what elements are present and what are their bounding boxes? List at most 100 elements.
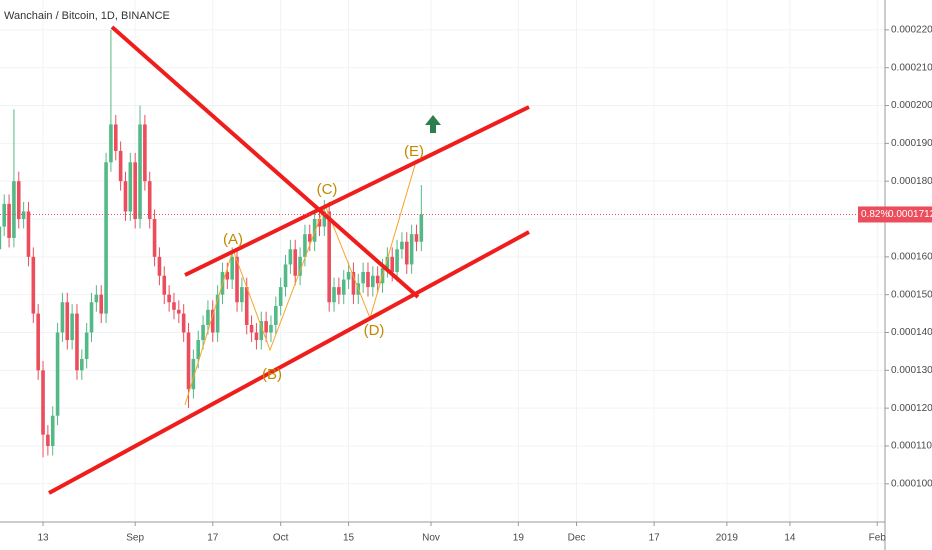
- wave-label: (B): [262, 366, 282, 383]
- candle-body: [133, 162, 137, 220]
- candle-body: [191, 358, 196, 390]
- candle-body: [371, 275, 375, 288]
- candle-body: [269, 324, 273, 333]
- candle-body: [113, 124, 118, 151]
- candle-body: [404, 241, 409, 265]
- candle-body: [46, 434, 50, 446]
- x-tick-label: 14: [784, 533, 796, 544]
- candle-body: [346, 271, 351, 280]
- candle-body: [99, 294, 104, 314]
- candle-body: [75, 313, 79, 371]
- candle-body: [307, 234, 312, 242]
- candle-body: [109, 124, 113, 163]
- candle-body: [337, 287, 341, 295]
- candle-body: [157, 256, 162, 276]
- candle-body: [84, 332, 89, 359]
- candle-body: [293, 249, 298, 276]
- x-tick-label: 17: [649, 533, 661, 544]
- x-tick-label: 2019: [716, 533, 739, 544]
- candle-body: [172, 302, 176, 310]
- candle-body: [254, 332, 259, 341]
- candle-body: [167, 294, 171, 303]
- last-price-tag: [858, 206, 932, 223]
- x-tick-label: Nov: [422, 533, 440, 544]
- candle-body: [244, 287, 249, 325]
- candle-body: [332, 287, 336, 303]
- y-tick-label: 0.0002200: [891, 25, 932, 36]
- candle-body: [322, 211, 327, 227]
- candle-body: [264, 321, 268, 333]
- candle-body: [104, 162, 108, 314]
- candle-body: [400, 241, 404, 250]
- candle-body: [55, 332, 60, 416]
- candle-body: [181, 313, 186, 333]
- candle-body: [351, 271, 356, 295]
- candle-body: [41, 370, 45, 435]
- candle-body: [278, 287, 283, 307]
- x-tick-label: 19: [513, 533, 525, 544]
- candle-body: [327, 211, 331, 303]
- candle-body: [240, 287, 244, 303]
- candle-body: [2, 203, 7, 227]
- candle-body: [206, 309, 210, 325]
- candle-body: [70, 313, 74, 341]
- candle-body: [186, 332, 191, 390]
- candle-body: [36, 313, 40, 371]
- chart-title: Wanchain / Bitcoin, 1D, BINANCE: [4, 10, 170, 22]
- candle-body: [288, 249, 293, 265]
- trend-line: [110, 25, 420, 299]
- candle-body: [366, 271, 370, 288]
- candle-body: [12, 181, 16, 238]
- candle-body: [230, 256, 234, 280]
- candle-body: [26, 211, 31, 257]
- candle-body: [419, 214, 424, 242]
- x-tick-label: Sep: [126, 533, 144, 544]
- candle-body: [143, 124, 147, 182]
- x-tick-label: Oct: [273, 533, 289, 544]
- candle-body: [177, 309, 181, 314]
- candle-body: [298, 256, 302, 276]
- candle-body: [31, 256, 36, 314]
- candle-body: [196, 340, 201, 359]
- candle-body: [274, 306, 278, 325]
- candle-body: [303, 234, 307, 257]
- candle-body: [390, 256, 395, 272]
- x-tick-label: Feb: [869, 533, 887, 544]
- candle-body: [395, 249, 399, 272]
- candle-body: [147, 181, 152, 220]
- candle-body: [225, 271, 230, 280]
- candle-body: [283, 264, 288, 288]
- candle-body: [162, 275, 167, 295]
- candle-body: [361, 271, 365, 284]
- candle-body: [65, 302, 70, 341]
- candle-body: [235, 256, 239, 303]
- candle-body: [312, 219, 317, 242]
- candle-body: [0, 226, 2, 250]
- up-arrow: [425, 115, 441, 133]
- candle-body: [341, 279, 346, 295]
- wave-label: (D): [364, 322, 385, 339]
- wave-line: [184, 164, 416, 406]
- candle-body: [414, 234, 419, 242]
- last-price-label: 0.0001712: [888, 209, 932, 220]
- candle-body: [128, 162, 133, 212]
- wave-label: (A): [223, 231, 243, 248]
- candle-body: [60, 302, 65, 333]
- x-tick-label: Dec: [568, 533, 586, 544]
- candle-body: [375, 275, 380, 284]
- candle-body: [215, 294, 220, 333]
- candle-body: [94, 294, 99, 303]
- candle-body: [89, 302, 94, 333]
- change-label: 0.82%: [861, 209, 889, 220]
